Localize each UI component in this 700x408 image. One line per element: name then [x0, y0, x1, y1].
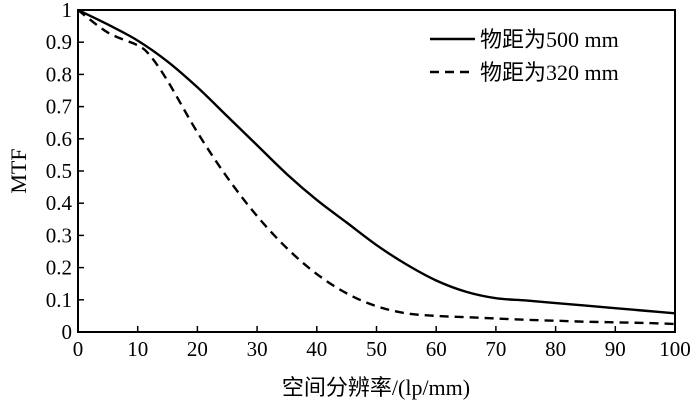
legend: 物距为500 mm 物距为320 mm	[430, 27, 619, 85]
y-tick-label: 0.3	[46, 223, 72, 247]
x-tick-label: 100	[659, 337, 691, 361]
plot-frame	[77, 9, 676, 333]
x-tick-label: 30	[247, 337, 268, 361]
x-tick-label: 90	[605, 337, 626, 361]
y-tick-label: 0.9	[46, 30, 72, 54]
y-axis-title: MTF	[6, 148, 31, 193]
series-line-2	[77, 9, 676, 326]
y-tick-label: 0.4	[46, 191, 73, 215]
x-tick-label: 50	[366, 337, 387, 361]
x-tick-label: 40	[306, 337, 327, 361]
legend-label-1: 物距为500 mm	[480, 27, 619, 52]
x-tick-label: 80	[545, 337, 566, 361]
y-tick-label: 0.8	[46, 62, 72, 86]
y-tick-label: 0.5	[46, 159, 72, 183]
x-tick-label: 0	[73, 337, 84, 361]
ticks-layer: 0 10 20 30 40 50 60 70 80 90 100 0 0.1 0.2 0.3 0.4 0.5 0.…	[46, 0, 691, 361]
series-line-1	[77, 8, 676, 315]
x-axis-title: 空间分辨率/(lp/mm)	[282, 375, 470, 400]
x-tick-label: 70	[485, 337, 506, 361]
y-tick-label: 0	[62, 320, 73, 344]
x-tick-label: 20	[187, 337, 208, 361]
legend-label-2: 物距为320 mm	[480, 60, 619, 85]
y-tick-label: 1	[62, 0, 73, 22]
y-tick-label: 0.1	[46, 288, 72, 312]
y-tick-label: 0.6	[46, 127, 72, 151]
x-tick-label: 10	[127, 337, 148, 361]
series-layer	[77, 8, 676, 326]
y-tick-label: 0.7	[46, 95, 72, 119]
y-tick-label: 0.2	[46, 256, 72, 280]
x-tick-label: 60	[426, 337, 447, 361]
